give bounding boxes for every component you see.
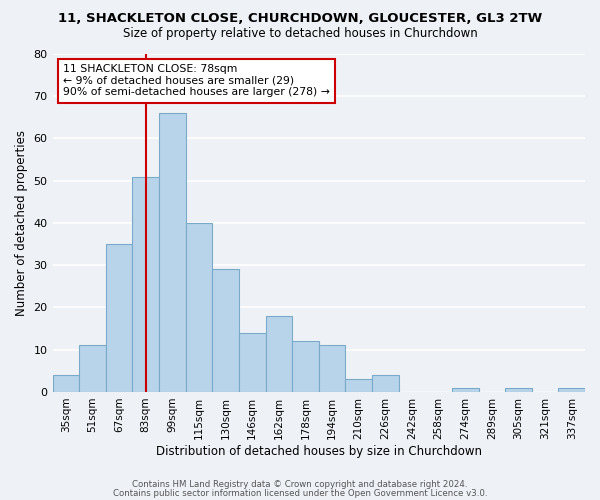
Text: Size of property relative to detached houses in Churchdown: Size of property relative to detached ho… <box>122 28 478 40</box>
Y-axis label: Number of detached properties: Number of detached properties <box>15 130 28 316</box>
X-axis label: Distribution of detached houses by size in Churchdown: Distribution of detached houses by size … <box>156 444 482 458</box>
Bar <box>239 333 266 392</box>
Bar <box>505 388 532 392</box>
Bar <box>266 316 292 392</box>
Bar <box>79 346 106 392</box>
Bar <box>372 375 398 392</box>
Bar <box>212 270 239 392</box>
Bar <box>559 388 585 392</box>
Bar <box>319 346 346 392</box>
Bar <box>292 342 319 392</box>
Bar <box>452 388 479 392</box>
Text: Contains HM Land Registry data © Crown copyright and database right 2024.: Contains HM Land Registry data © Crown c… <box>132 480 468 489</box>
Text: 11 SHACKLETON CLOSE: 78sqm
← 9% of detached houses are smaller (29)
90% of semi-: 11 SHACKLETON CLOSE: 78sqm ← 9% of detac… <box>63 64 330 98</box>
Bar <box>159 113 185 392</box>
Bar <box>185 223 212 392</box>
Bar <box>53 375 79 392</box>
Text: 11, SHACKLETON CLOSE, CHURCHDOWN, GLOUCESTER, GL3 2TW: 11, SHACKLETON CLOSE, CHURCHDOWN, GLOUCE… <box>58 12 542 26</box>
Text: Contains public sector information licensed under the Open Government Licence v3: Contains public sector information licen… <box>113 489 487 498</box>
Bar <box>133 176 159 392</box>
Bar <box>106 244 133 392</box>
Bar <box>346 380 372 392</box>
